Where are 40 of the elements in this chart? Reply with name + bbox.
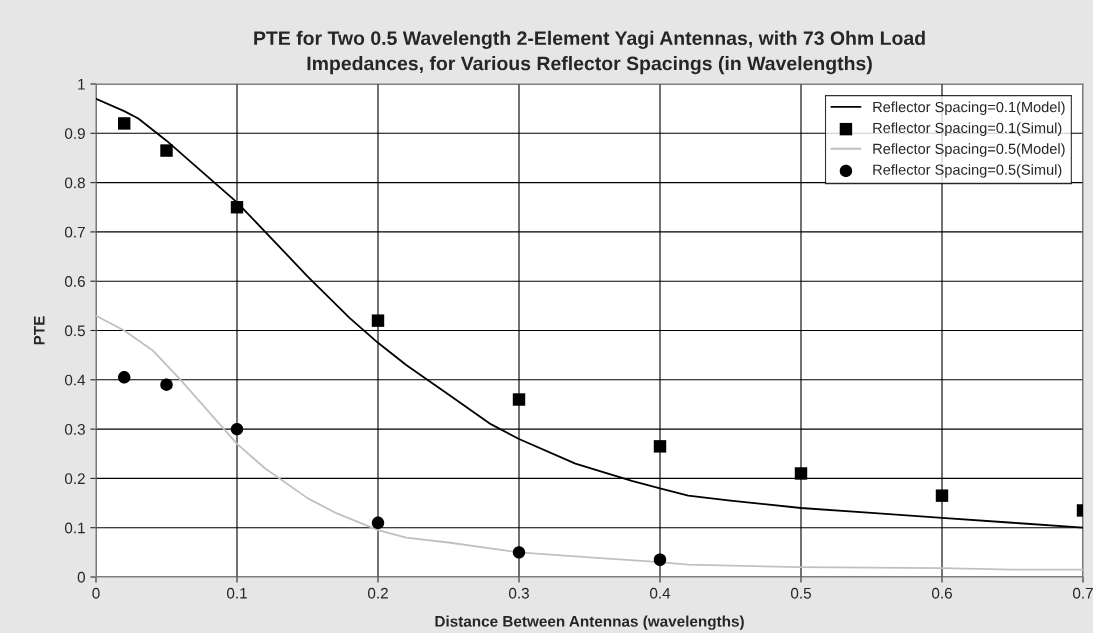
point [117, 117, 131, 130]
point [117, 371, 131, 384]
point [653, 553, 667, 566]
legend-label: Reflector Spacing=0.1(Simul) [873, 122, 1062, 136]
y-tick-label: 0.7 [64, 226, 85, 238]
y-tick-label: 0.9 [64, 128, 85, 139]
point [230, 422, 244, 436]
x-tick-label: 0.5 [790, 587, 811, 599]
point [230, 201, 244, 214]
x-tick-label: 0.3 [508, 587, 529, 599]
point [512, 546, 526, 559]
point [160, 144, 173, 157]
y-tick-label: 0.8 [64, 177, 85, 189]
y-tick-label: 0 [77, 571, 85, 583]
legend-label: Reflector Spacing=0.5(Model) [873, 143, 1065, 157]
legend-label: Reflector Spacing=0.1(Model) [873, 101, 1065, 116]
x-tick-label: 0.6 [931, 587, 952, 599]
point [935, 489, 949, 502]
point [371, 516, 385, 529]
legend-label: Reflector Spacing=0.5(Simul) [873, 164, 1062, 178]
chart-title: PTE for Two 0.5 Wavelength 2-Element Yagi Antennas, with 73 Ohm Load Impedances, for Various Reflector Spacings (in Wavelengths) [254, 30, 925, 75]
point [160, 378, 173, 391]
x-tick-label: 0.2 [367, 587, 388, 599]
y-axis-title: PTE [34, 316, 45, 345]
x-axis-title: Distance Between Antennas (wavelengths) [435, 615, 744, 630]
point [371, 314, 385, 327]
x-tick-label: 0.1 [226, 587, 247, 599]
point [653, 440, 667, 453]
y-tick-label: 0.4 [64, 374, 86, 386]
y-tick-label: 0.1 [64, 522, 85, 534]
point [512, 393, 526, 406]
point [794, 467, 808, 480]
y-tick-label: 0.5 [64, 325, 85, 337]
y-tick-label: 0.2 [64, 473, 85, 485]
y-tick-label: 0.6 [64, 276, 85, 287]
y-tick-label: 1 [78, 79, 85, 90]
x-tick-label: 0.4 [649, 587, 671, 599]
x-tick-label: 0 [92, 587, 100, 599]
y-tick-label: 0.3 [64, 423, 85, 435]
x-tick-label: 0.7 [1072, 587, 1093, 599]
